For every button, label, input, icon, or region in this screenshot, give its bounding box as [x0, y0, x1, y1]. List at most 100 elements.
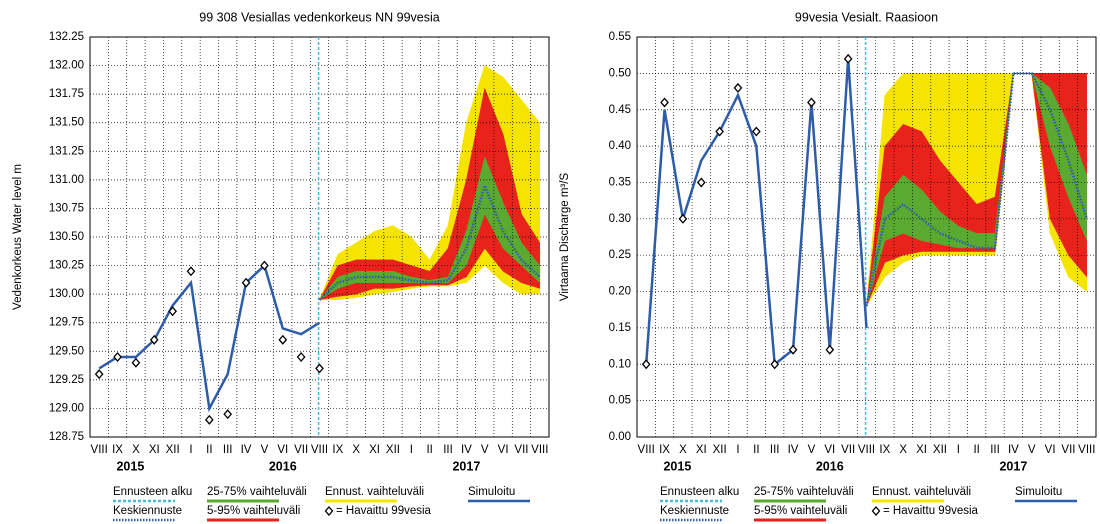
- x-tick-label: V: [808, 444, 816, 456]
- x-tick-label: XII: [933, 444, 947, 456]
- legend-label: = Havaittu 99vesia: [336, 505, 432, 517]
- observed-point: [788, 344, 798, 355]
- y-tick-label: 131.50: [49, 117, 84, 129]
- x-tick-label: IX: [659, 444, 670, 456]
- y-tick-label: 128.75: [49, 431, 84, 443]
- x-tick-label: VI: [1045, 444, 1056, 456]
- x-tick-label: VII: [514, 444, 528, 456]
- observed-point: [315, 363, 324, 374]
- plot-frame: [636, 36, 1097, 438]
- observed-point: [770, 359, 780, 370]
- x-tick-label: VII: [841, 444, 855, 456]
- observed-point: [204, 414, 214, 425]
- x-tick-label: IX: [112, 444, 123, 456]
- x-tick-label: IV: [461, 444, 472, 456]
- x-tick-label: III: [443, 444, 453, 456]
- observed-point: [696, 177, 706, 188]
- observed-point: [168, 306, 177, 317]
- x-tick-label: VIII: [858, 444, 875, 456]
- x-tick-label: IV: [788, 444, 799, 456]
- observed-point: [131, 357, 141, 368]
- y-tick-label: 131.00: [49, 174, 84, 186]
- x-tick-label: XI: [369, 444, 380, 456]
- legend-label: 25-75% vaihteluväli: [754, 486, 854, 498]
- x-tick-label: XII: [166, 444, 180, 456]
- x-tick-label: I: [736, 444, 739, 456]
- y-tick-label: 0.35: [609, 176, 631, 188]
- x-tick-label: XI: [149, 444, 160, 456]
- observed-point: [186, 266, 196, 277]
- x-tick-label: VI: [277, 444, 288, 456]
- y-tick-label: 0.40: [609, 140, 631, 152]
- y-tick-label: 130.50: [49, 231, 84, 243]
- y-tick-label: 0.10: [609, 358, 631, 370]
- y-tick-label: 132.25: [49, 31, 84, 43]
- y-tick-label: 129.75: [49, 317, 84, 329]
- x-tick-label: VIII: [1078, 444, 1095, 456]
- observed-point: [278, 334, 288, 345]
- x-tick-label: II: [206, 444, 212, 456]
- observed-point: [660, 97, 669, 108]
- y-tick-label: 132.00: [49, 60, 84, 72]
- x-tick-label: I: [957, 444, 960, 456]
- x-tick-label: XI: [696, 444, 707, 456]
- year-label: 2015: [663, 459, 691, 473]
- observed-point: [260, 260, 269, 271]
- y-axis-label: Vedenkorkeus Water level m: [12, 164, 24, 310]
- x-tick-label: I: [189, 444, 192, 456]
- x-tick-label: VIII: [531, 444, 548, 456]
- y-tick-label: 129.00: [49, 402, 84, 414]
- x-tick-label: VII: [294, 444, 308, 456]
- y-tick-label: 0.25: [609, 249, 631, 261]
- x-tick-label: XI: [916, 444, 927, 456]
- chart-title: 99vesia Vesialt. Raasioon: [795, 10, 938, 24]
- simulated-line: [644, 58, 868, 367]
- y-tick-label: 130.25: [49, 260, 84, 272]
- x-tick-label: III: [223, 444, 233, 456]
- x-tick-label: XII: [713, 444, 727, 456]
- x-tick-label: XII: [386, 444, 400, 456]
- legend-symbol: [871, 506, 881, 516]
- simulated-line: [98, 263, 321, 413]
- chart-title: 99 308 Vesiallas vedenkorkeus NN 99vesia: [199, 10, 439, 24]
- observed-point: [678, 213, 688, 224]
- mean-forecast-line: [865, 72, 1089, 307]
- x-tick-label: X: [132, 444, 140, 456]
- legend-label: 5-95% vaihteluväli: [207, 505, 300, 517]
- x-tick-label: VII: [1061, 444, 1075, 456]
- x-tick-label: X: [899, 444, 907, 456]
- observed-point: [733, 82, 743, 93]
- observed-point: [715, 126, 724, 137]
- x-tick-label: V: [481, 444, 489, 456]
- observed-point: [94, 369, 104, 380]
- legend-label: Ennust. vaihteluväli: [872, 486, 971, 498]
- x-tick-label: IX: [879, 444, 890, 456]
- x-tick-label: IV: [241, 444, 252, 456]
- observed-point: [751, 126, 761, 137]
- plot-frame: [89, 36, 550, 438]
- y-tick-label: 131.75: [49, 88, 84, 100]
- y-tick-label: 131.25: [49, 145, 84, 157]
- observed-point: [296, 352, 306, 362]
- legend-label: 5-95% vaihteluväli: [754, 505, 847, 517]
- y-tick-label: 0.20: [609, 286, 631, 298]
- y-tick-label: 129.25: [49, 374, 84, 386]
- x-tick-label: IV: [1008, 444, 1019, 456]
- x-tick-label: III: [770, 444, 780, 456]
- x-tick-label: II: [753, 444, 759, 456]
- legend-label: Simuloitu: [1015, 486, 1062, 498]
- legend-label: Ennusteen alku: [660, 486, 739, 498]
- y-tick-label: 0.30: [609, 213, 631, 225]
- mean-forecast-line: [318, 181, 541, 301]
- observed-point: [113, 352, 122, 362]
- y-tick-label: 0.50: [609, 67, 631, 79]
- y-tick-label: 130.00: [49, 288, 84, 300]
- x-tick-label: IX: [332, 444, 343, 456]
- x-tick-label: VIII: [311, 444, 328, 456]
- band-segment: [1068, 124, 1088, 241]
- x-tick-label: V: [261, 444, 269, 456]
- y-tick-label: 0.15: [609, 322, 631, 334]
- legend-label: Keskiennuste: [660, 505, 729, 517]
- observed-point: [241, 277, 251, 288]
